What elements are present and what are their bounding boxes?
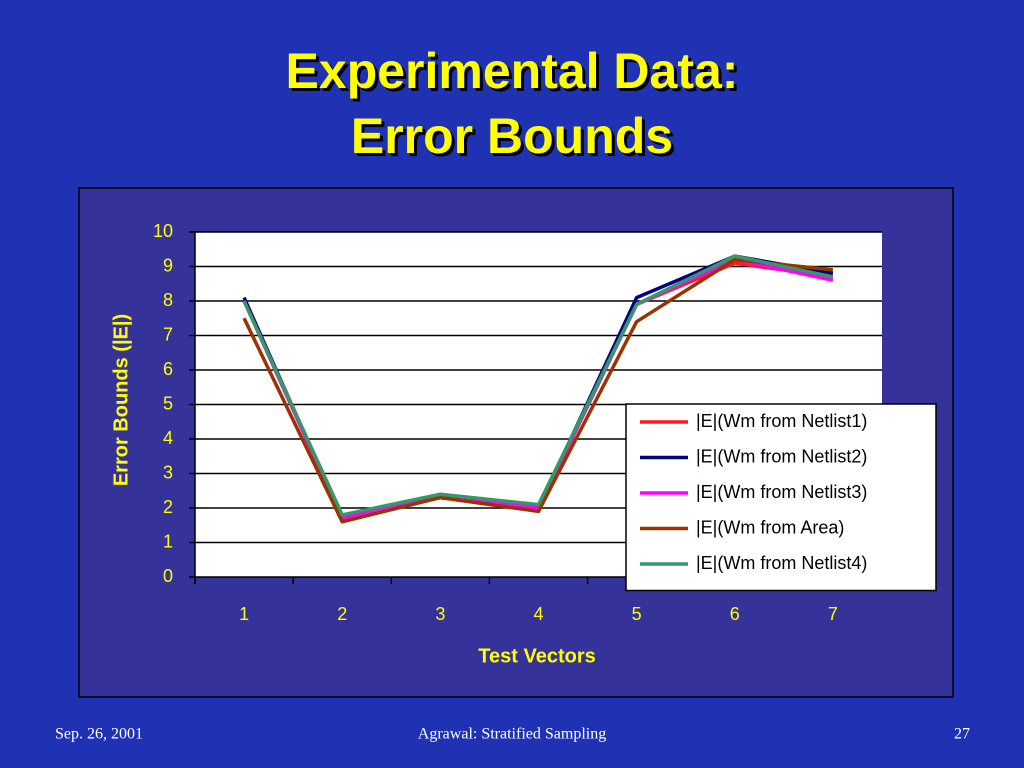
- footer-page: 27: [954, 726, 970, 743]
- y-tick-label: 10: [153, 221, 173, 241]
- x-tick-label: 2: [337, 604, 347, 624]
- y-tick-label: 5: [163, 393, 173, 413]
- legend-label: |E|(Wm from Netlist4): [696, 553, 867, 573]
- x-tick-label: 5: [632, 604, 642, 624]
- x-tick-label: 4: [533, 604, 543, 624]
- y-tick-label: 1: [163, 531, 173, 551]
- legend-label: |E|(Wm from Area): [696, 517, 844, 537]
- title-line: Experimental Data:: [286, 43, 739, 99]
- y-tick-label: 6: [163, 359, 173, 379]
- x-tick-label: 1: [239, 604, 249, 624]
- y-tick-label: 4: [163, 428, 173, 448]
- legend-label: |E|(Wm from Netlist1): [696, 411, 867, 431]
- footer-date: Sep. 26, 2001: [55, 726, 143, 743]
- x-tick-label: 3: [435, 604, 445, 624]
- legend-box: [625, 403, 937, 592]
- y-axis-label: Error Bounds (|E|): [110, 314, 132, 486]
- x-axis-label: Test Vectors: [478, 645, 595, 667]
- series-line: [242, 254, 834, 517]
- y-tick-label: 7: [163, 324, 173, 344]
- x-tick-label: 6: [730, 604, 740, 624]
- series-line: [242, 257, 834, 524]
- y-tick-label: 2: [163, 497, 173, 517]
- y-tick-label: 0: [163, 566, 173, 586]
- footer-center: Agrawal: Stratified Sampling: [418, 726, 606, 743]
- y-tick-label: 9: [163, 255, 173, 275]
- legend-label: |E|(Wm from Netlist2): [696, 446, 867, 466]
- x-tick-label: 7: [828, 604, 838, 624]
- title-line: Error Bounds: [351, 108, 673, 164]
- y-tick-label: 8: [163, 290, 173, 310]
- y-tick-label: 3: [163, 462, 173, 482]
- legend-label: |E|(Wm from Netlist3): [696, 482, 867, 502]
